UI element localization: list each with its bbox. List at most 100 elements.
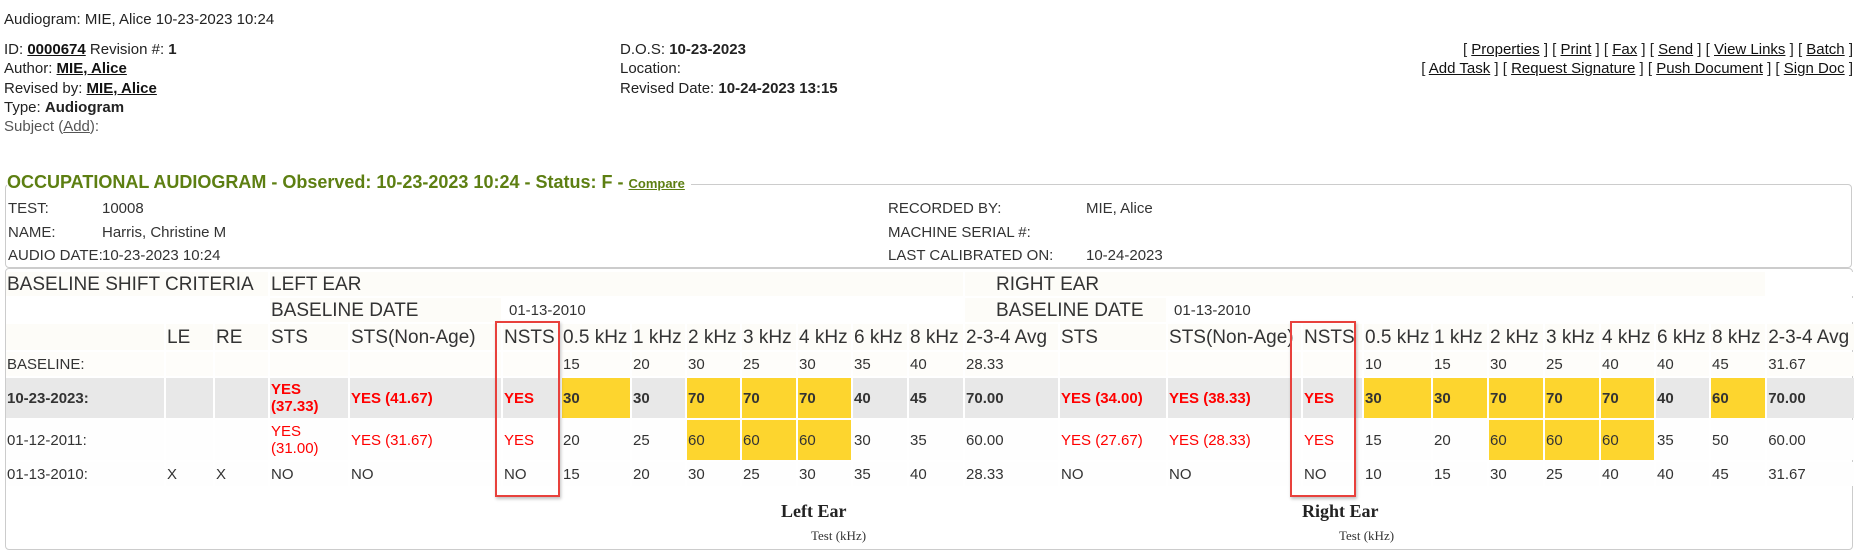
row-label: 01-12-2011: xyxy=(6,420,164,460)
action-links-row1: [ Properties ] [ Print ] [ Fax ] [ Send … xyxy=(1462,41,1853,58)
revised-by-link[interactable]: MIE, Alice xyxy=(86,79,157,97)
right-sts-non-age-cell xyxy=(1168,352,1302,376)
right-threshold-cell: 10 xyxy=(1364,462,1432,486)
left-threshold-cell: 30 xyxy=(632,378,685,418)
last-calibrated-label: LAST CALIBRATED ON: xyxy=(888,247,1054,264)
column-header-row: LE RE STS STS(Non-Age) NSTS 0.5 kHz 1 kHz 2 kHz… xyxy=(6,324,1855,350)
baseline-date-row: BASELINE DATE 01-13-2010 BASELINE DATE 0… xyxy=(6,298,1855,322)
link-fax[interactable]: Fax xyxy=(1612,41,1638,58)
table-row: BASELINE: 15 20 30 25 30 35 40 28.33 10 15 30 25 40 40… xyxy=(6,352,1855,376)
header-spacer xyxy=(6,324,164,350)
right-sts-non-age-cell: NO xyxy=(1168,462,1302,486)
right-threshold-cell: 40 xyxy=(1601,462,1655,486)
left-sts-non-age-cell: YES (31.67) xyxy=(350,420,501,460)
link-print[interactable]: Print xyxy=(1560,41,1592,58)
header-left-freq: 6 kHz xyxy=(853,324,907,350)
left-threshold-cell: 30 xyxy=(562,378,630,418)
right-threshold-cell: 30 xyxy=(1489,352,1544,376)
test-value: 10008 xyxy=(102,200,144,217)
revised-date-label: Revised Date: xyxy=(620,79,715,97)
left-threshold-cell: 40 xyxy=(909,462,964,486)
compare-link[interactable]: Compare xyxy=(628,176,685,191)
left-threshold-cell: 20 xyxy=(562,420,630,460)
right-threshold-cell: 40 xyxy=(1601,352,1655,376)
subject-add-link[interactable]: Add xyxy=(63,118,90,136)
author-link[interactable]: MIE, Alice xyxy=(56,60,127,78)
row-le-marker xyxy=(166,378,213,418)
subject-label: Subject ( xyxy=(4,118,64,136)
left-threshold-cell: 25 xyxy=(742,462,796,486)
observation-title: OCCUPATIONAL AUDIOGRAM - Observed: 10-23… xyxy=(7,172,691,193)
right-threshold-cell: 30 xyxy=(1364,378,1432,418)
row-re-marker xyxy=(215,420,268,460)
right-nsts-cell: NO xyxy=(1303,462,1363,486)
left-baseline-date-label: BASELINE DATE xyxy=(270,298,501,322)
right-sts-cell: NO xyxy=(1060,462,1167,486)
left-avg-cell: 28.33 xyxy=(965,352,1059,376)
right-sts-non-age-cell: YES (28.33) xyxy=(1168,420,1302,460)
right-threshold-cell: 35 xyxy=(1656,420,1710,460)
dos-value: 10-23-2023 xyxy=(669,41,746,58)
link-batch[interactable]: Batch xyxy=(1806,41,1845,58)
link-properties[interactable]: Properties xyxy=(1471,41,1540,58)
link-add-task[interactable]: Add Task xyxy=(1428,60,1491,78)
header-right-freq: 6 kHz xyxy=(1656,324,1710,350)
observation-panel xyxy=(5,184,1852,268)
left-threshold-cell: 60 xyxy=(742,420,796,460)
left-threshold-cell: 30 xyxy=(853,420,907,460)
action-links: [ Properties ] [ Print ] [ Fax ] [ Send … xyxy=(1421,40,1853,79)
id-link[interactable]: 0000674 xyxy=(27,41,86,58)
header-right-sts: STS xyxy=(1060,324,1167,350)
header-right-sts-non-age: STS(Non-Age) xyxy=(1168,324,1302,350)
left-avg-cell: 28.33 xyxy=(965,462,1059,486)
revision-value: 1 xyxy=(168,41,177,58)
left-threshold-cell: 35 xyxy=(909,420,964,460)
left-threshold-cell: 15 xyxy=(562,462,630,486)
right-threshold-cell: 40 xyxy=(1656,352,1710,376)
right-nsts-cell: YES xyxy=(1303,378,1363,418)
type-label: Type: xyxy=(4,98,41,116)
header-right-avg: 2-3-4 Avg xyxy=(1767,324,1855,350)
right-threshold-cell: 45 xyxy=(1711,462,1766,486)
location-label: Location: xyxy=(620,60,681,78)
left-threshold-cell: 40 xyxy=(853,378,907,418)
link-request-signature[interactable]: Request Signature xyxy=(1511,60,1636,78)
table-row: 01-12-2011: YES (31.00) YES (31.67) YES 20 25… xyxy=(6,420,1855,460)
link-view-links[interactable]: View Links xyxy=(1714,41,1786,58)
left-nsts-cell: NO xyxy=(503,462,560,486)
header-left-freq: 8 kHz xyxy=(909,324,964,350)
link-push-document[interactable]: Push Document xyxy=(1656,60,1763,78)
left-nsts-highlight-box xyxy=(495,321,560,497)
left-threshold-cell: 70 xyxy=(798,378,851,418)
left-threshold-cell: 30 xyxy=(687,462,740,486)
left-threshold-cell: 30 xyxy=(798,462,851,486)
header-right-freq: 4 kHz xyxy=(1601,324,1655,350)
row-label: 10-23-2023: xyxy=(6,378,164,418)
right-threshold-cell: 70 xyxy=(1545,378,1600,418)
row-le-marker xyxy=(166,420,213,460)
right-sts-cell xyxy=(1060,352,1167,376)
right-baseline-date: 01-13-2010 xyxy=(1168,298,1855,322)
link-sign-doc[interactable]: Sign Doc xyxy=(1783,60,1845,78)
link-send[interactable]: Send xyxy=(1658,41,1694,58)
criteria-title: BASELINE SHIFT CRITERIA xyxy=(6,272,268,296)
left-threshold-cell: 60 xyxy=(798,420,851,460)
test-info-left: TEST: 10008 NAME: Harris, Christine M AUDI… xyxy=(8,197,226,268)
right-avg-cell: 60.00 xyxy=(1767,420,1855,460)
type-value: Audiogram xyxy=(44,98,125,116)
recorded-by-value: MIE, Alice xyxy=(1086,200,1153,217)
right-sts-non-age-cell: YES (38.33) xyxy=(1168,378,1302,418)
left-nsts-cell xyxy=(503,352,560,376)
name-value: Harris, Christine M xyxy=(102,223,227,241)
left-sts-cell: YES (31.00) xyxy=(270,420,348,460)
audio-date-value: 10-23-2023 10:24 xyxy=(102,247,221,264)
last-calibrated-value: 10-24-2023 xyxy=(1086,247,1163,264)
left-threshold-cell: 60 xyxy=(687,420,740,460)
left-threshold-cell: 25 xyxy=(632,420,685,460)
header-left-nsts: NSTS xyxy=(503,324,560,350)
left-nsts-cell: YES xyxy=(503,420,560,460)
right-avg-cell: 70.00 xyxy=(1767,378,1855,418)
table-row: 01-13-2010: X X NO NO NO 15 20 30 25 30 35 40 28.33 NO… xyxy=(6,462,1855,486)
baseline-shift-table: BASELINE SHIFT CRITERIA LEFT EAR RIGHT E… xyxy=(4,270,1856,488)
row-re-marker xyxy=(215,352,268,376)
